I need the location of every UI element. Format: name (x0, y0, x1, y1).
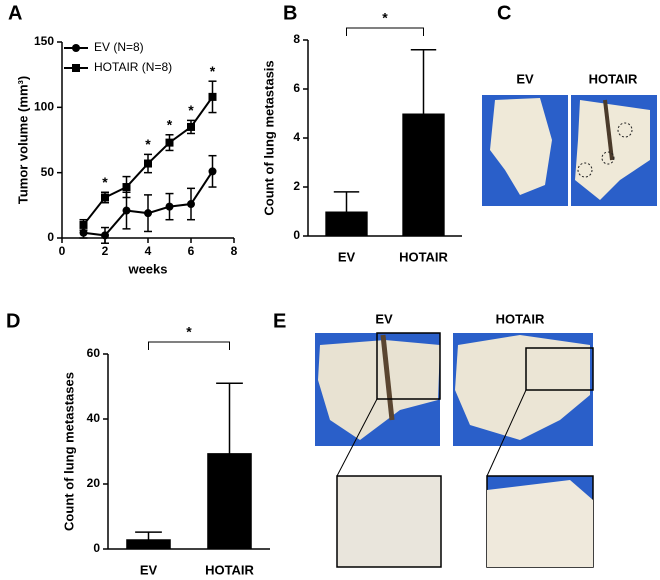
x-tick-label: EV (338, 249, 356, 264)
marker (165, 138, 174, 147)
marker (101, 231, 109, 240)
marker (122, 206, 131, 215)
x-tick-label: HOTAIR (399, 249, 448, 264)
panel-label: A (8, 2, 22, 24)
legend-marker (72, 64, 80, 72)
y-tick-label: 20 (87, 476, 101, 490)
marker (101, 193, 109, 202)
x-tick-label: 0 (59, 244, 66, 258)
panel-label: C (497, 2, 511, 24)
panel-label: B (283, 2, 297, 24)
bar (402, 113, 445, 236)
y-tick-label: 0 (47, 230, 54, 244)
marker (208, 92, 217, 101)
legend-label: HOTAIR (N=8) (94, 60, 172, 74)
photo-label: EV (375, 311, 393, 326)
x-tick-label: 4 (145, 244, 152, 258)
photo-label: HOTAIR (589, 71, 638, 86)
marker (122, 183, 131, 192)
panel-label: E (273, 310, 286, 332)
y-tick-label: 6 (293, 81, 300, 95)
y-tick-label: 50 (41, 165, 55, 179)
marker (208, 167, 217, 176)
y-axis-label: Tumor volume (mm³) (15, 76, 30, 204)
x-tick-label: HOTAIR (205, 562, 254, 577)
legend-label: EV (N=8) (94, 40, 144, 54)
y-tick-label: 4 (293, 130, 300, 144)
y-tick-label: 60 (87, 346, 101, 360)
photo-e (315, 332, 594, 568)
x-tick-label: 8 (231, 244, 238, 258)
panel-label: D (6, 310, 20, 332)
y-tick-label: 0 (293, 228, 300, 242)
significance: * (382, 10, 388, 26)
y-tick-label: 8 (293, 32, 300, 46)
marker (79, 220, 88, 229)
marker (187, 200, 195, 209)
photo-label: EV (516, 71, 534, 86)
significance: * (188, 102, 194, 118)
significance: * (210, 63, 216, 79)
marker (187, 122, 195, 131)
bar (207, 453, 252, 549)
significance: * (186, 324, 192, 340)
y-tick-label: 2 (293, 179, 300, 193)
photo-label: HOTAIR (496, 311, 545, 326)
x-tick-label: EV (140, 562, 158, 577)
y-tick-label: 100 (34, 100, 54, 114)
marker (165, 202, 174, 211)
marker (144, 209, 152, 218)
x-tick-label: 2 (102, 244, 109, 258)
y-tick-label: 40 (87, 411, 101, 425)
x-axis-label: weeks (127, 261, 167, 276)
photo-c (482, 95, 657, 206)
bar (325, 211, 368, 236)
x-tick-label: 6 (188, 244, 195, 258)
y-tick-label: 150 (34, 34, 54, 48)
significance: * (145, 136, 151, 152)
significance-bracket (346, 27, 424, 36)
significance-bracket (148, 341, 230, 350)
bar (126, 539, 171, 549)
y-tick-label: 0 (93, 541, 100, 555)
legend-marker (72, 44, 80, 52)
significance: * (167, 116, 173, 132)
marker (144, 159, 152, 168)
significance: * (102, 174, 108, 190)
y-axis-label: Count of lung metastases (61, 372, 76, 531)
y-axis-label: Count of lung metastasis (261, 60, 276, 215)
